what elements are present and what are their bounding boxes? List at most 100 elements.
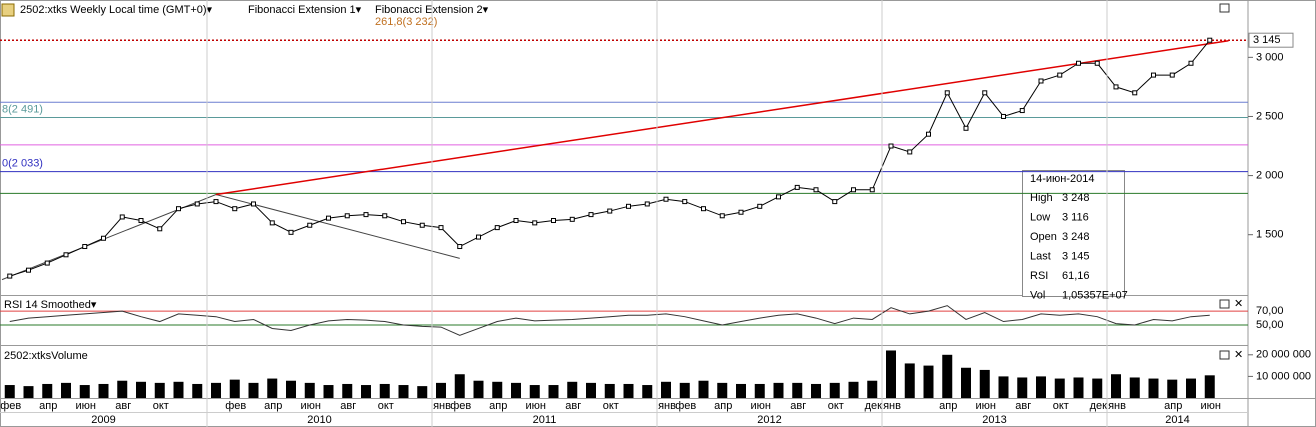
close-button[interactable]: ✕: [1234, 298, 1243, 310]
y-tick-label: 20 000 000: [1256, 349, 1311, 361]
volume-bar: [736, 383, 746, 398]
maximize-button[interactable]: [1219, 350, 1230, 360]
volume-title: 2502:xtksVolume: [4, 350, 88, 362]
price-marker: [269, 220, 275, 226]
month-label: янв: [433, 400, 451, 412]
price-marker: [551, 218, 556, 224]
price-marker: [213, 199, 219, 205]
price-marker: [288, 229, 294, 235]
price-marker: [663, 196, 669, 202]
volume-bar: [867, 380, 878, 398]
volume-bar: [379, 383, 390, 398]
year-label: 2013: [982, 414, 1006, 426]
year-label: 2011: [533, 414, 557, 426]
volume-bar: [492, 381, 503, 398]
info-value: 3 116: [1062, 211, 1089, 223]
volume-bar: [79, 385, 90, 398]
volume-bar: [98, 383, 109, 398]
fib-level-label: 0(2 033): [2, 158, 43, 170]
volume-bar: [604, 383, 615, 398]
price-marker: [794, 184, 800, 190]
month-label: дек: [1090, 400, 1108, 412]
price-marker: [1057, 72, 1063, 78]
price-marker: [63, 252, 69, 258]
last-price-box: [1248, 32, 1294, 48]
price-marker: [7, 273, 13, 279]
volume-bar: [529, 385, 540, 398]
volume-bar: [642, 385, 653, 398]
y-tick-label: 1 500: [1256, 229, 1284, 241]
price-marker: [326, 215, 331, 221]
volume-bar: [923, 365, 934, 398]
fib1-label[interactable]: Fibonacci Extension 1▾: [248, 4, 362, 16]
volume-bar: [904, 363, 915, 398]
y-tick-label: 2 500: [1256, 110, 1284, 122]
price-marker: [719, 213, 725, 219]
price-marker: [1094, 60, 1100, 66]
price-marker: [926, 131, 931, 137]
month-label: авг: [340, 400, 356, 412]
month-label: фев: [675, 400, 696, 412]
volume-bar: [717, 382, 728, 398]
volume-bar: [1017, 377, 1028, 398]
y-tick-label: 50,00: [1256, 319, 1284, 331]
volume-bar: [473, 380, 484, 398]
info-date: 14-июн-2014: [1030, 173, 1095, 185]
volume-bar: [1148, 378, 1159, 398]
volume-bar: [1129, 377, 1140, 398]
maximize-button[interactable]: [1219, 299, 1230, 309]
year-label: 2014: [1165, 414, 1189, 426]
price-marker: [888, 143, 894, 149]
info-value: 3 248: [1062, 231, 1090, 243]
info-key: Last: [1030, 250, 1051, 262]
month-label: июн: [301, 400, 321, 412]
volume-bar: [454, 374, 465, 398]
volume-bar: [398, 385, 409, 398]
maximize-button[interactable]: [1219, 3, 1230, 13]
close-button[interactable]: ✕: [1234, 349, 1243, 361]
volume-bar: [417, 386, 428, 398]
price-marker: [738, 209, 744, 215]
price-marker: [944, 90, 950, 96]
price-marker: [194, 201, 200, 207]
volume-bar: [511, 382, 521, 398]
price-marker: [607, 208, 613, 214]
volume-bar: [1167, 379, 1178, 398]
price-marker: [494, 225, 500, 231]
volume-bar: [829, 382, 840, 398]
month-label: апр: [489, 400, 507, 412]
volume-bar: [4, 385, 15, 398]
volume-bar: [548, 385, 559, 398]
symbol-label[interactable]: 2502:xtks Weekly Local time (GMT+0)▾: [20, 4, 213, 16]
y-tick-label: 70,00: [1256, 305, 1284, 317]
price-marker: [1076, 60, 1081, 66]
price-marker: [251, 201, 256, 207]
volume-bar: [23, 386, 34, 398]
info-value: 3 248: [1062, 192, 1090, 204]
y-tick-label: 3 000: [1256, 51, 1284, 63]
price-marker: [1207, 37, 1213, 43]
volume-bar: [623, 383, 634, 398]
price-marker: [1132, 90, 1138, 96]
trend-line: [215, 40, 1229, 196]
info-key: Low: [1030, 211, 1050, 223]
volume-bar: [679, 382, 690, 398]
price-marker: [1113, 84, 1119, 90]
info-key: RSI: [1030, 270, 1048, 282]
month-label: июн: [976, 400, 996, 412]
symbol-icon[interactable]: [1, 3, 15, 17]
month-label: окт: [603, 400, 619, 412]
price-marker: [176, 206, 181, 212]
price-marker: [344, 213, 350, 219]
volume-bar: [42, 383, 53, 398]
month-label: апр: [1164, 400, 1182, 412]
volume-bar: [979, 369, 990, 398]
price-marker: [26, 267, 31, 273]
year-label: 2010: [307, 414, 331, 426]
month-label: июн: [751, 400, 771, 412]
price-marker: [457, 244, 463, 250]
volume-bar: [173, 381, 184, 398]
volume-bar: [1054, 378, 1065, 398]
month-label: янв: [658, 400, 676, 412]
